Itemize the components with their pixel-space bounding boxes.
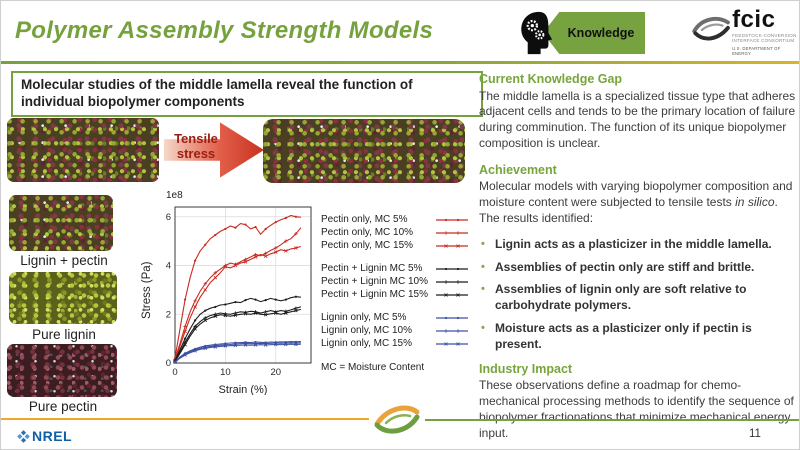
header-divider: [1, 61, 799, 64]
label-lignin-pectin: Lignin + pectin: [20, 253, 108, 268]
knowledge-label: Knowledge: [567, 26, 635, 40]
bullet-pectin-stiff: Assemblies of pectin only are stiff and …: [479, 260, 799, 276]
fcic-subtitle-line1: FEEDSTOCK-CONVERSION: [732, 32, 797, 38]
legend-item: Pectin only, MC 10%: [321, 226, 469, 239]
molecular-image-pure-lignin: [9, 272, 117, 324]
achievement-bullets: Lignin acts as a plasticizer in the midd…: [479, 237, 799, 353]
label-pure-lignin: Pure lignin: [32, 327, 96, 342]
nrel-sun-icon: [17, 429, 30, 443]
page-title: Polymer Assembly Strength Models: [15, 17, 434, 44]
svg-text:4: 4: [166, 261, 171, 272]
fcic-doe-line: U.S. DEPARTMENT OF ENERGY: [732, 46, 781, 57]
bullet-moisture-plasticizer: Moisture acts as a plasticizer only if p…: [479, 321, 799, 353]
legend-note: MC = Moisture Content: [321, 362, 425, 373]
legend-item: Pectin only, MC 5%: [321, 213, 469, 226]
molecular-image-initial: [7, 118, 159, 182]
fcic-logo: fcic FEEDSTOCK-CONVERSION INTERFACE CONS…: [691, 6, 799, 59]
legend-item-label: Pectin only, MC 10%: [321, 227, 414, 238]
y-axis-scale-label: 1e8: [166, 190, 183, 201]
achievement-body: Molecular models with varying biopolymer…: [479, 179, 799, 226]
chart-legend: Pectin only, MC 5% Pectin only, MC 10% Pec…: [321, 213, 469, 373]
legend-item-label: Pectin + Lignin MC 5%: [321, 263, 423, 274]
legend-item-label: Pectin + Lignin MC 15%: [321, 289, 429, 300]
legend-marker-sample: [435, 290, 469, 300]
legend-item: Pectin + Lignin MC 5%: [321, 262, 469, 275]
bullet-lignin-soft: Assemblies of lignin only are soft relat…: [479, 282, 799, 314]
legend-marker-sample: [435, 215, 469, 225]
legend-item: Pectin only, MC 15%: [321, 239, 469, 252]
legend-item-label: Lignin only, MC 15%: [321, 338, 412, 349]
svg-text:20: 20: [270, 367, 281, 378]
svg-text:2: 2: [166, 309, 171, 320]
legend-item: Lignin only, MC 15%: [321, 337, 469, 350]
svg-text:6: 6: [166, 212, 171, 223]
legend-item-label: Pectin only, MC 5%: [321, 214, 408, 225]
head-gears-icon: [521, 11, 553, 55]
fcic-wordmark: fcic: [732, 6, 776, 33]
knowledge-gap-body: The middle lamella is a specialized tiss…: [479, 88, 796, 150]
knowledge-tag: Knowledge: [543, 12, 645, 54]
legend-marker-sample: [435, 339, 469, 349]
right-column: Current Knowledge Gap The middle lamella…: [479, 71, 799, 449]
tensile-stress-arrow: Tensile stress: [164, 120, 264, 180]
legend-item-label: Pectin only, MC 15%: [321, 240, 414, 251]
label-pure-pectin: Pure pectin: [28, 399, 98, 414]
legend-marker-sample: [435, 228, 469, 238]
svg-text:0: 0: [172, 367, 177, 378]
tensile-stress-label: Tensile stress: [174, 131, 218, 161]
section-heading-knowledge-gap: Current Knowledge Gap: [479, 72, 623, 86]
legend-item: Pectin + Lignin MC 10%: [321, 275, 469, 288]
molecular-image-lignin-pectin: [9, 195, 113, 251]
knowledge-badge: Knowledge: [517, 8, 645, 58]
key-finding-box: Molecular studies of the middle lamella …: [11, 71, 483, 117]
legend-marker-sample: [435, 264, 469, 274]
fcic-subtitle-line2: INTERFACE CONSORTIUM: [732, 38, 795, 44]
achievement-body-pre: Molecular models with varying biopolymer…: [479, 179, 793, 210]
legend-marker-sample: [435, 326, 469, 336]
molecular-image-pure-pectin: [7, 344, 117, 397]
page-number: 11: [749, 428, 761, 440]
fcic-leaf-footer-icon: [374, 405, 420, 434]
stress-strain-chart-svg: 0 10 20 0 2 4 6 Strain (%): [166, 206, 312, 395]
svg-text:Strain (%): Strain (%): [219, 384, 268, 395]
legend-marker-sample: [435, 277, 469, 287]
legend-item: Lignin only, MC 10%: [321, 324, 469, 337]
legend-item-label: Lignin only, MC 5%: [321, 312, 407, 323]
achievement-body-post: . The results identified:: [479, 195, 778, 225]
legend-marker-sample: [435, 313, 469, 323]
footer-line-orange: [1, 418, 369, 420]
achievement-body-italic: in silico: [735, 195, 775, 210]
footer-line-green: [425, 419, 799, 421]
fcic-leaf-icon: [692, 16, 730, 41]
legend-item: Pectin + Lignin MC 15%: [321, 288, 469, 301]
legend-item-label: Lignin only, MC 10%: [321, 325, 412, 336]
svg-text:0: 0: [166, 358, 171, 369]
legend-item-label: Pectin + Lignin MC 10%: [321, 276, 429, 287]
molecular-image-stretched: [263, 119, 465, 183]
legend-marker-sample: [435, 241, 469, 251]
section-heading-achievement: Achievement: [479, 162, 557, 177]
nrel-wordmark: NREL: [32, 428, 73, 444]
nrel-logo: NREL: [17, 428, 72, 444]
bullet-lignin-plasticizer: Lignin acts as a plasticizer in the midd…: [479, 237, 799, 253]
svg-text:10: 10: [220, 367, 231, 378]
section-heading-industry-impact: Industry Impact: [479, 361, 573, 376]
legend-item: Lignin only, MC 5%: [321, 311, 469, 324]
